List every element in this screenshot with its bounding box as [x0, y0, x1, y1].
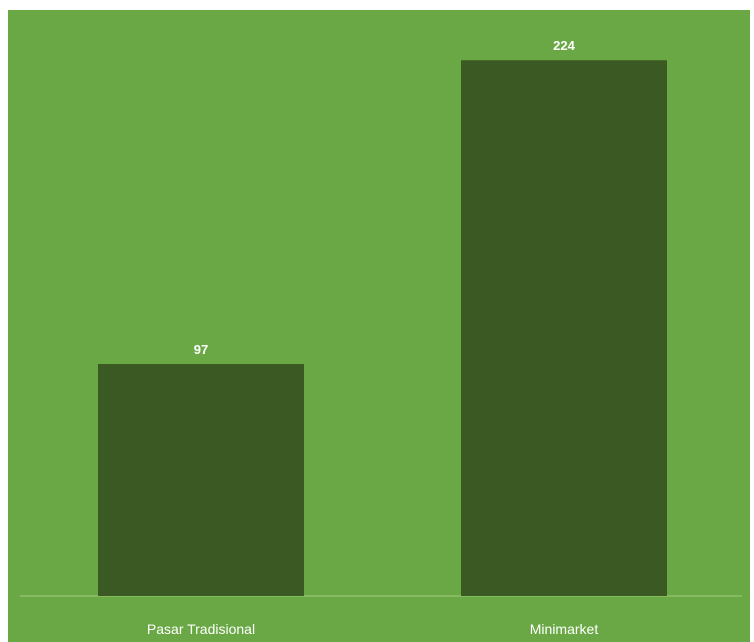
data-label-0: 97: [194, 342, 208, 357]
data-label-1: 224: [553, 38, 575, 53]
category-label-1: Minimarket: [530, 621, 599, 637]
bar-0: [98, 363, 304, 596]
bar-1: [461, 60, 667, 596]
category-label-0: Pasar Tradisional: [147, 621, 255, 637]
